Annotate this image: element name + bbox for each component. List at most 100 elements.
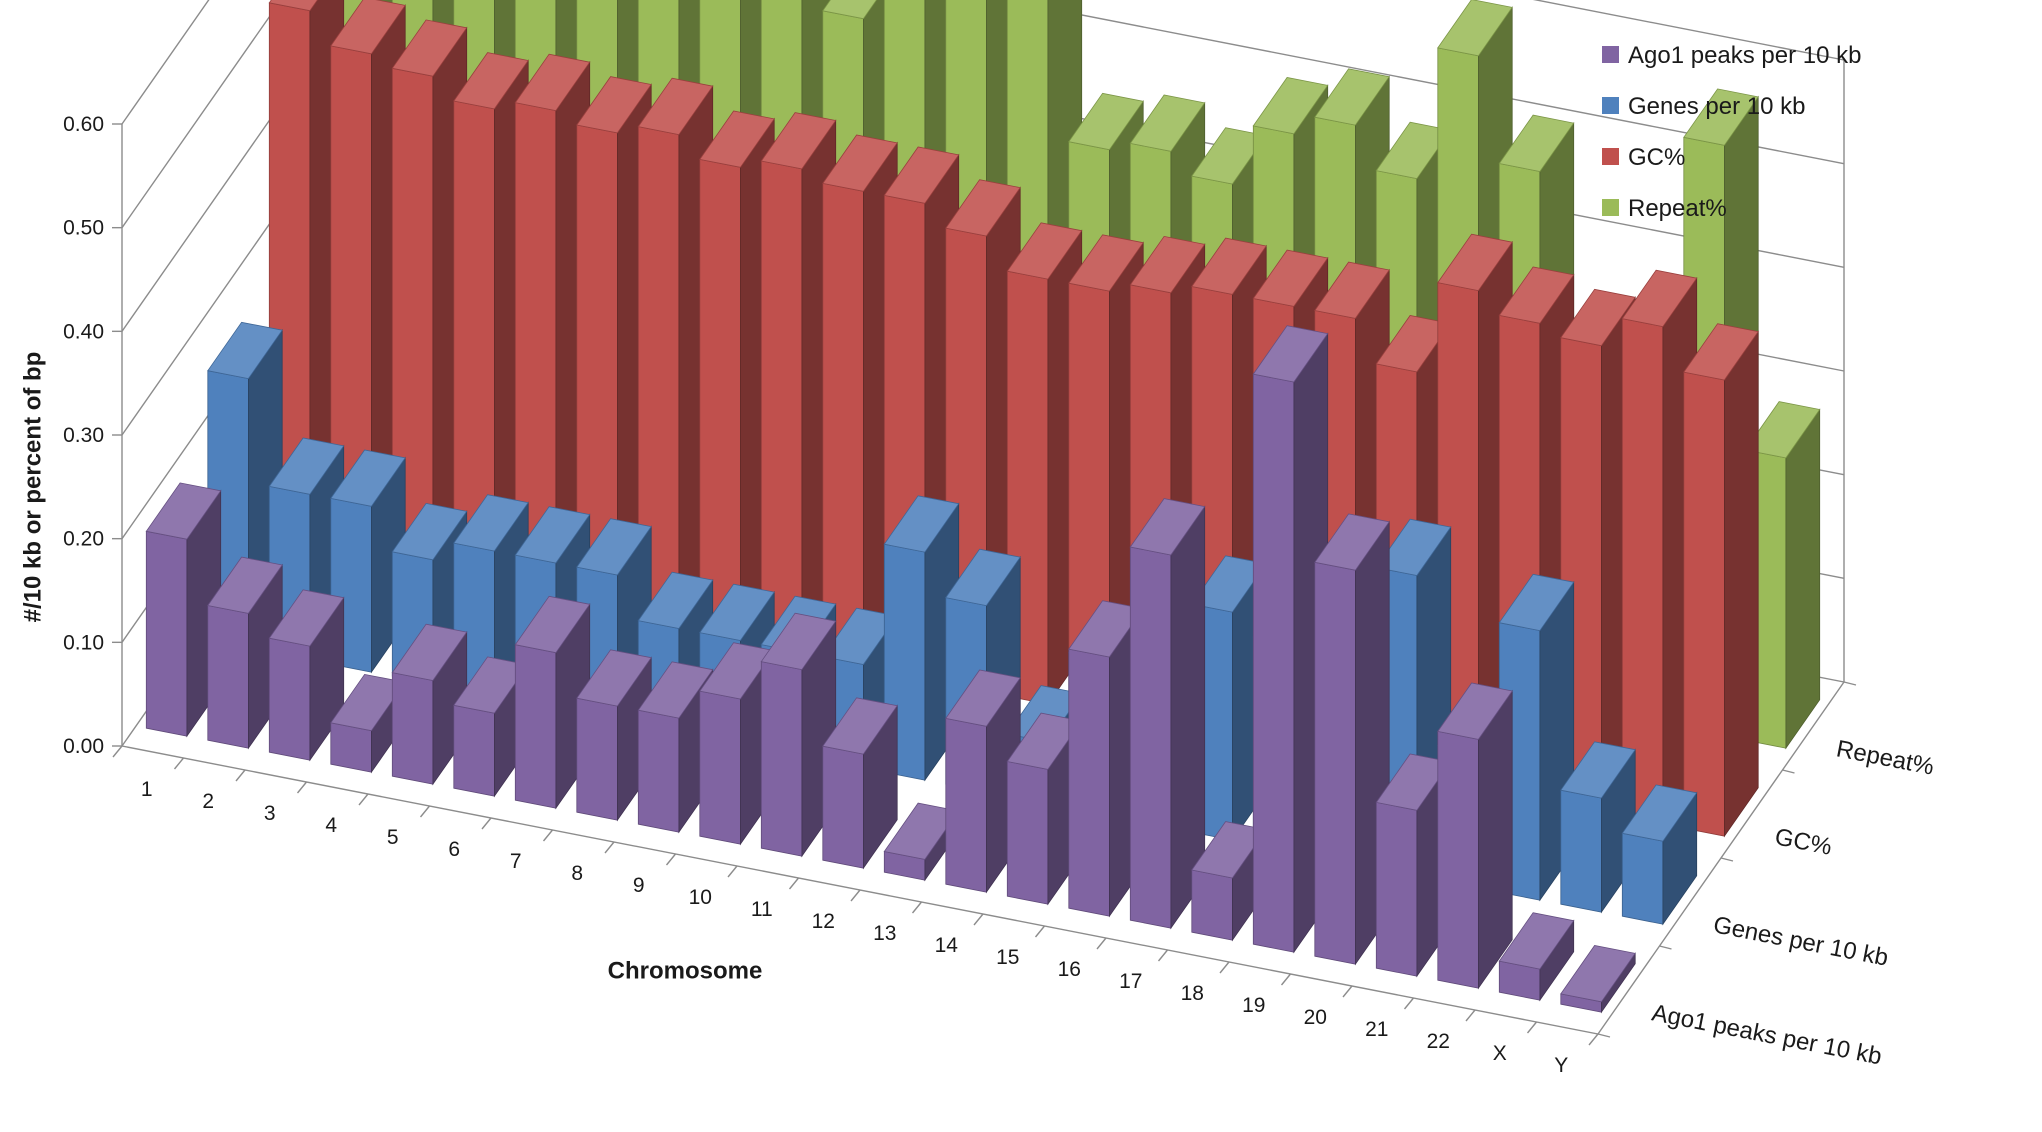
legend-label: GC% [1628, 144, 1685, 171]
x-tick-mark [1096, 937, 1107, 950]
bar-genes-per-10-kb-chr-3 [330, 449, 406, 674]
x-tick-label: 4 [325, 814, 337, 837]
bars [145, 0, 1821, 1014]
y-axis-title: #/10 kb or percent of bp [19, 352, 46, 623]
bar-ago1-peaks-per-10-kb-chr-17 [1129, 498, 1206, 930]
x-tick-label: 15 [996, 946, 1019, 969]
x-tick-label: Y [1554, 1054, 1568, 1077]
x-tick-mark [1280, 973, 1292, 986]
y-tick-label: 0.20 [63, 528, 104, 551]
gridline [121, 0, 1845, 125]
x-tick-label: 10 [689, 886, 712, 909]
x-tick-mark [481, 817, 492, 830]
legend-label: Genes per 10 kb [1628, 93, 1805, 120]
x-tick-label: X [1493, 1042, 1507, 1065]
depth-tick-mark [1659, 945, 1672, 950]
bar-ago1-peaks-per-10-kb-chr-1 [145, 482, 222, 738]
legend-swatch [1602, 97, 1619, 114]
depth-label-gc: GC% [1773, 823, 1834, 860]
x-tick-label: 7 [510, 850, 522, 873]
x-tick-label: 13 [873, 922, 896, 945]
legend-item-gc: GC% [1602, 144, 1685, 171]
y-tick-label: 0.60 [63, 113, 104, 136]
x-tick-mark [1403, 997, 1415, 1010]
x-tick-label: 2 [202, 790, 214, 813]
legend-label: Ago1 peaks per 10 kb [1628, 42, 1862, 69]
x-tick-mark [1034, 925, 1046, 938]
x-tick-label: 21 [1365, 1018, 1388, 1041]
x-tick-mark [296, 781, 308, 794]
bar-genes-per-10-kb-chr-X [1560, 741, 1636, 914]
depth-label-genes-per-10-kb: Genes per 10 kb [1711, 911, 1890, 971]
x-tick-mark [235, 769, 246, 782]
x-tick-mark [727, 865, 738, 878]
legend-item-ago1-peaks-per-10-kb: Ago1 peaks per 10 kb [1602, 42, 1862, 69]
legend-swatch [1602, 46, 1619, 63]
x-tick-label: 6 [448, 838, 460, 861]
x-tick-mark [850, 889, 861, 902]
x-tick-mark [788, 877, 800, 890]
x-tick-mark [911, 901, 923, 914]
x-tick-mark [112, 745, 123, 758]
x-tick-mark [1342, 985, 1353, 998]
bar-ago1-peaks-per-10-kb-chr-12 [822, 697, 898, 870]
x-tick-mark [973, 913, 984, 926]
y-tick-label: 0.00 [63, 735, 104, 758]
bar-gc-chr-8 [699, 110, 775, 646]
y-tick-label: 0.30 [63, 424, 104, 447]
x-tick-label: 19 [1242, 994, 1265, 1017]
depth-tick-mark [1843, 681, 1857, 686]
x-tick-label: 5 [387, 826, 399, 849]
x-tick-mark [1157, 949, 1169, 962]
bar-ago1-peaks-per-10-kb-chr-22 [1437, 682, 1513, 990]
x-tick-mark [665, 853, 677, 866]
depth-tick-mark [1720, 857, 1734, 862]
depth-label-repeat: Repeat% [1834, 735, 1936, 780]
x-tick-mark [419, 805, 431, 818]
x-tick-mark [1465, 1009, 1476, 1022]
y-tick-label: 0.50 [63, 217, 104, 240]
x-tick-mark [358, 793, 369, 806]
x-tick-label: 22 [1427, 1030, 1450, 1053]
legend-swatch [1602, 199, 1619, 216]
x-tick-mark [1588, 1033, 1599, 1046]
x-axis-title: Chromosome [608, 957, 763, 984]
depth-tick-mark [1597, 1033, 1611, 1038]
legend-label: Repeat% [1628, 195, 1727, 222]
x-tick-label: 8 [571, 862, 583, 885]
x-tick-label: 11 [751, 898, 773, 921]
x-tick-label: 9 [633, 874, 645, 897]
legend-item-genes-per-10-kb: Genes per 10 kb [1602, 93, 1805, 120]
x-tick-mark [1219, 961, 1230, 974]
x-tick-label: 1 [141, 778, 153, 801]
x-tick-label: 3 [264, 802, 276, 825]
depth-label-ago1-peaks-per-10-kb: Ago1 peaks per 10 kb [1650, 999, 1884, 1070]
y-tick-label: 0.10 [63, 631, 104, 654]
bar-ago1-peaks-per-10-kb-chr-X [1498, 912, 1575, 1002]
y-tick-label: 0.40 [63, 320, 104, 343]
bar-ago1-peaks-per-10-kb-chr-6 [453, 656, 529, 798]
gridline [121, 0, 1845, 229]
x-tick-label: 12 [812, 910, 835, 933]
y-axis-ticks: 0.00 0.10 0.20 0.30 0.40 0.50 0.60 [63, 113, 122, 758]
x-tick-label: 17 [1119, 970, 1142, 993]
x-tick-mark [173, 757, 185, 770]
legend: Ago1 peaks per 10 kb Genes per 10 kb GC% Re… [1602, 42, 1862, 222]
bar-ago1-peaks-per-10-kb-chr-14 [945, 669, 1021, 894]
x-tick-label: 16 [1058, 958, 1081, 981]
x-tick-mark [1526, 1021, 1538, 1034]
bar-gc-chr-Y [1683, 323, 1759, 838]
x-tick-mark [542, 829, 554, 842]
bar-ago1-peaks-per-10-kb-chr-Y [1560, 945, 1636, 1014]
x-tick-mark [604, 841, 615, 854]
legend-swatch [1602, 148, 1619, 165]
depth-tick-mark [1782, 769, 1795, 774]
bar-genes-per-10-kb-chr-Y [1621, 784, 1698, 926]
x-tick-label: 14 [935, 934, 959, 957]
x-tick-label: 18 [1181, 982, 1204, 1005]
x-tick-label: 20 [1304, 1006, 1327, 1029]
legend-item-repeat: Repeat% [1602, 195, 1727, 222]
